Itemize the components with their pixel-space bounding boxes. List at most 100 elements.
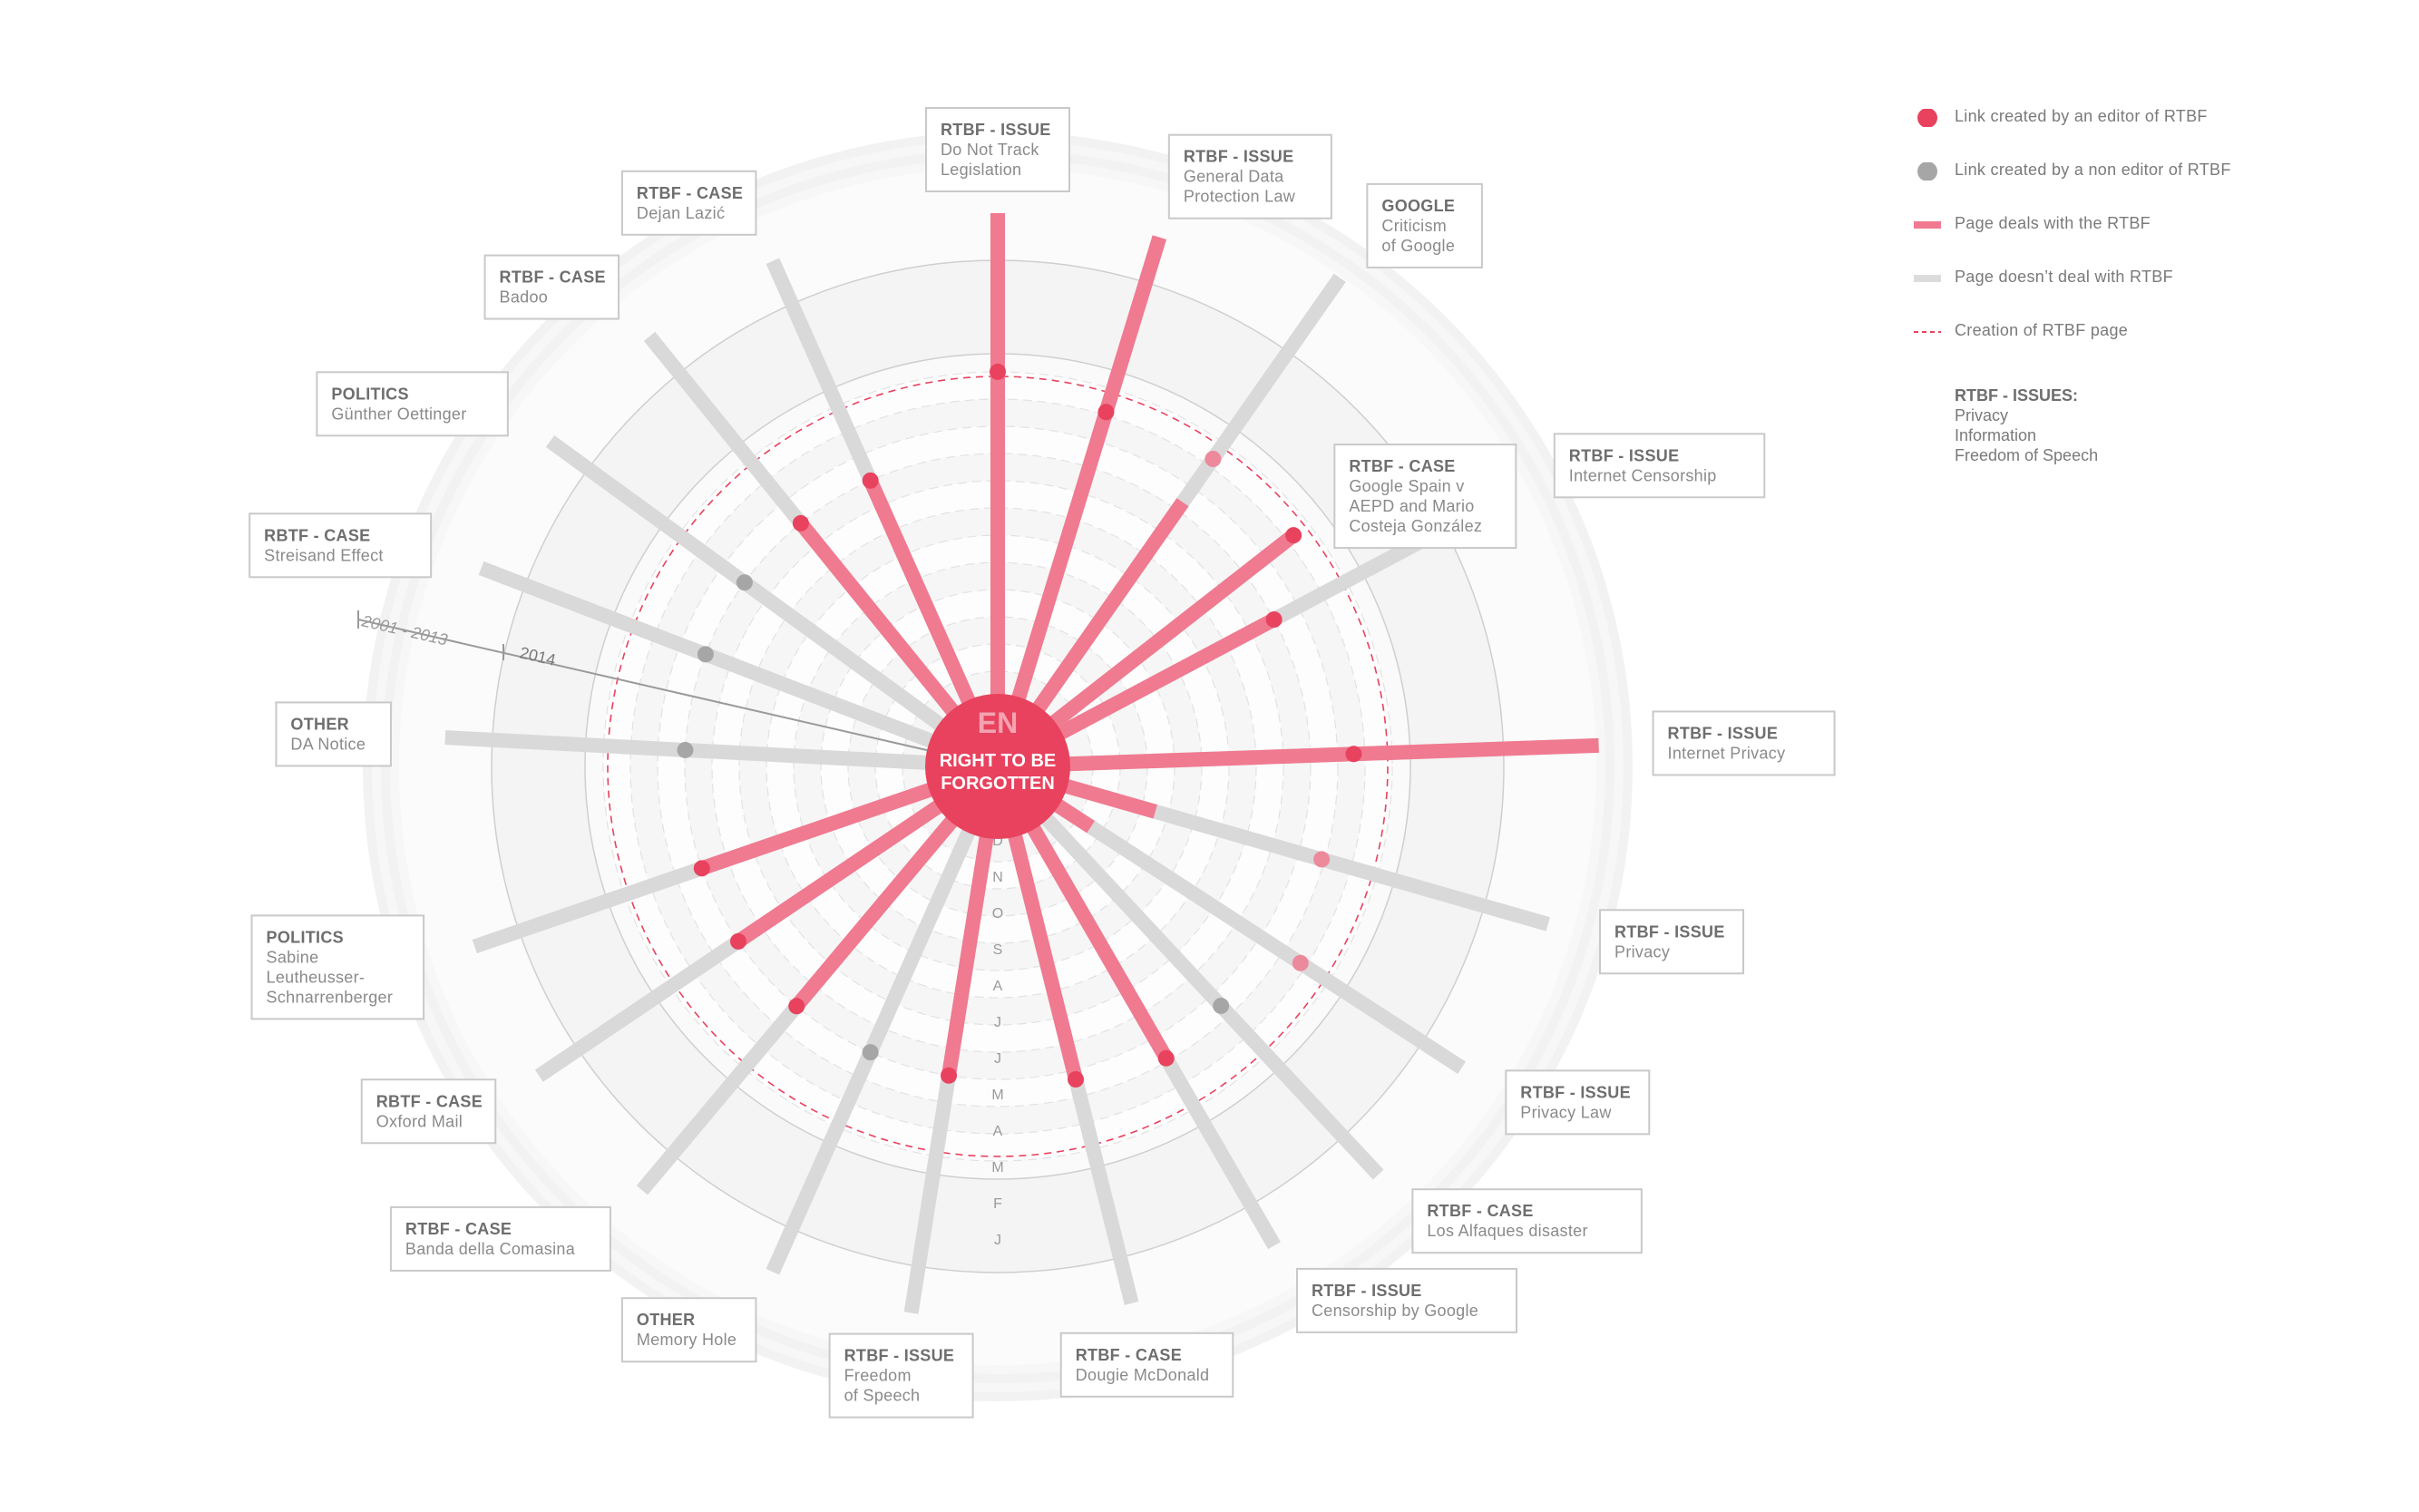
spoke-label-box: [828, 1332, 974, 1419]
link-dot[interactable]: [1068, 1071, 1085, 1088]
spoke-label-category: RTBF - ISSUE: [1520, 1083, 1631, 1101]
spoke-label-box: [249, 512, 433, 579]
link-dot[interactable]: [736, 574, 753, 591]
spoke-label[interactable]: RBTF - CASE Oxford Mail: [360, 1078, 497, 1145]
issue-item: Privacy: [1955, 406, 2009, 424]
link-dot[interactable]: [788, 998, 805, 1015]
spoke-rtbf-bar[interactable]: [863, 477, 979, 712]
spoke-rtbf-bar[interactable]: [1023, 817, 1173, 1062]
spoke-rtbf-bar[interactable]: [1057, 776, 1157, 819]
spoke-label-name: Protection Law: [1184, 188, 1296, 206]
spoke-label[interactable]: RTBF - ISSUE Censorship by Google: [1296, 1267, 1517, 1333]
spoke-label-box: [1167, 133, 1332, 219]
red-dot-icon: [1917, 109, 1937, 127]
red-dash-icon: [1914, 331, 1941, 333]
spoke-label[interactable]: RTBF - CASE Dougie McDonald: [1059, 1332, 1234, 1398]
legend-label: Link created by an editor of RTBF: [1955, 107, 2208, 125]
red-bar-icon: [1914, 221, 1941, 229]
month-label: A: [993, 979, 1003, 994]
spoke-label[interactable]: RTBF - ISSUE Freedom of Speech: [828, 1332, 974, 1419]
spoke-bar[interactable]: [1035, 807, 1384, 1180]
spoke-rtbf-bar[interactable]: [1006, 825, 1083, 1081]
spoke-label-box: [620, 170, 757, 236]
spoke-bar[interactable]: [1047, 795, 1466, 1074]
link-dot[interactable]: [862, 472, 879, 489]
spoke-label[interactable]: POLITICS Günther Oettinger: [316, 371, 509, 437]
spoke-label[interactable]: RTBF - CASE Banda della Comasina: [389, 1205, 611, 1272]
month-axis: D N O S A J J M A M F J: [991, 834, 1003, 1248]
spoke-label-name: Costeja González: [1349, 517, 1482, 535]
spoke-rtbf-bar[interactable]: [1050, 612, 1278, 744]
link-dot[interactable]: [1313, 851, 1331, 868]
month-label: J: [994, 1233, 1001, 1248]
center-title-line1: RIGHT TO BE: [940, 751, 1057, 771]
spoke-label-name: Legislation: [941, 161, 1021, 179]
month-label: A: [993, 1124, 1003, 1139]
link-dot[interactable]: [1292, 954, 1309, 971]
link-dot[interactable]: [1265, 611, 1283, 629]
spoke-label-name: Streisand Effect: [264, 546, 384, 564]
legend-label: Link created by a non editor of RTBF: [1955, 161, 2231, 179]
spoke-rtbf-bar[interactable]: [1028, 498, 1189, 719]
spoke-rtbf-bar[interactable]: [795, 518, 964, 722]
link-dot[interactable]: [1205, 450, 1222, 467]
spoke-label-box: [1553, 433, 1766, 499]
spoke-rtbf-bar[interactable]: [791, 810, 963, 1011]
spoke-label[interactable]: RTBF - ISSUE Do Not Track Legislation: [925, 107, 1070, 192]
spoke-rtbf-bar[interactable]: [1060, 737, 1599, 772]
link-dot[interactable]: [1213, 997, 1230, 1014]
link-dot[interactable]: [729, 932, 746, 950]
spoke-label[interactable]: POLITICS Sabine Leutheusser- Schnarrenberge…: [250, 914, 425, 1020]
issues-title: RTBF - ISSUES:: [1955, 386, 2079, 405]
month-label: N: [992, 870, 1003, 885]
spoke-label[interactable]: OTHER DA Notice: [275, 701, 392, 767]
link-dot[interactable]: [990, 363, 1006, 380]
spoke-label[interactable]: GOOGLE Criticism of Google: [1366, 182, 1483, 268]
link-dot[interactable]: [1285, 527, 1302, 544]
spoke-label[interactable]: RTBF - ISSUE Internet Censorship: [1553, 433, 1766, 499]
center-node[interactable]: EN RIGHT TO BE FORGOTTEN: [925, 694, 1070, 839]
spoke-label[interactable]: RTBF - CASE Google Spain v AEPD and Mario C…: [1333, 444, 1517, 550]
spoke-label-box: [1505, 1069, 1651, 1136]
spoke-label-category: POLITICS: [331, 385, 408, 403]
spoke-label[interactable]: RTBF - ISSUE Internet Privacy: [1652, 710, 1836, 776]
spoke-label-box: [1333, 444, 1517, 550]
spoke-label-name: Oxford Mail: [376, 1112, 463, 1130]
month-label: M: [991, 1160, 1003, 1175]
link-dot[interactable]: [677, 741, 694, 758]
link-dot[interactable]: [697, 646, 714, 663]
center-circle[interactable]: [925, 694, 1070, 839]
link-dot[interactable]: [693, 860, 710, 877]
spoke-label-box: [1059, 1332, 1234, 1398]
link-dot[interactable]: [1345, 746, 1362, 763]
spoke-label-category: RTBF - CASE: [500, 268, 606, 287]
spoke-label-name: Memory Hole: [637, 1331, 736, 1349]
spoke-label[interactable]: OTHER Memory Hole: [620, 1297, 757, 1363]
link-dot[interactable]: [792, 514, 809, 532]
spoke-rtbf-bar[interactable]: [1009, 235, 1166, 708]
spoke-rtbf-bar[interactable]: [699, 780, 941, 875]
center-title-line2: FORGOTTEN: [941, 774, 1055, 794]
spoke-label-name: Sabine: [267, 948, 319, 966]
link-dot[interactable]: [1097, 404, 1115, 421]
spoke-label[interactable]: RTBF - CASE Los Alfaques disaster: [1411, 1188, 1643, 1254]
spoke-label[interactable]: RTBF - ISSUE General Data Protection Law: [1167, 133, 1332, 219]
spoke-rtbf-bar[interactable]: [734, 795, 950, 948]
issue-item: Information: [1955, 426, 2037, 444]
spoke-rtbf-bar[interactable]: [941, 827, 995, 1078]
spoke-label[interactable]: RTBF - CASE Dejan Lazić: [620, 170, 757, 236]
spoke-label-name: Freedom: [844, 1367, 912, 1385]
spoke-label-category: RTBF - ISSUE: [1184, 148, 1294, 166]
spoke-label-category: RTBF - CASE: [1076, 1346, 1182, 1364]
spoke-rtbf-bar[interactable]: [1043, 529, 1299, 734]
spoke-label-name: Dougie McDonald: [1076, 1366, 1210, 1384]
spoke-label[interactable]: RBTF - CASE Streisand Effect: [249, 512, 433, 579]
spoke-label[interactable]: RTBF - ISSUE Privacy Law: [1505, 1069, 1651, 1136]
link-dot[interactable]: [862, 1044, 879, 1061]
legend-item-not-deals-rtbf: Page doesn’t deal with RTBF: [1914, 260, 2349, 314]
link-dot[interactable]: [941, 1067, 958, 1084]
link-dot[interactable]: [1157, 1049, 1175, 1067]
